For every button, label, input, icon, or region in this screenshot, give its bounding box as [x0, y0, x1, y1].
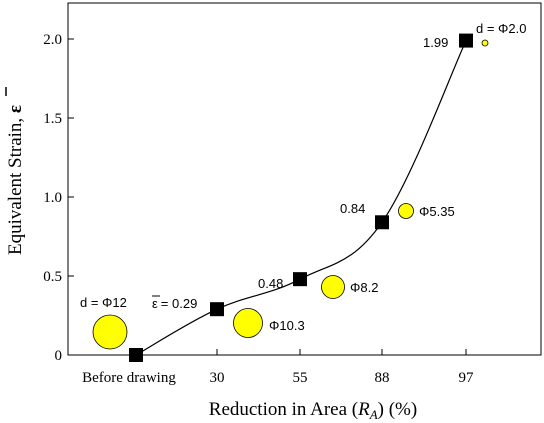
label-strain-199: 1.99: [423, 35, 448, 50]
y-tick-label: 0: [55, 348, 63, 364]
label-d12: d = Φ12: [80, 295, 127, 310]
wire-circle-d2-0: [481, 39, 489, 47]
wire-circle-d8-2: [321, 275, 345, 299]
x-axis-title-text: Reduction in Area (: [209, 399, 358, 420]
label-strain-symbol: ε: [152, 296, 158, 311]
wire-circle-d10-3: [233, 308, 263, 338]
label-d8-2: Φ8.2: [350, 280, 378, 295]
wire-circle-d12: [92, 314, 128, 350]
plot-frame: [67, 2, 542, 356]
marker-97: [459, 33, 473, 48]
wire-circle-d5-35: [398, 203, 414, 219]
y-ticks: [68, 38, 74, 356]
label-strain-048: 0.48: [258, 276, 283, 291]
y-axis-title: Equivalent Strain, ε: [5, 87, 26, 255]
marker-88: [375, 215, 389, 230]
x-axis-title-sub: A: [369, 407, 378, 422]
label-strain-value: = 0.29: [161, 296, 198, 311]
y-tick-labels: 0 0.5 1.0 1.5 2.0: [43, 32, 62, 364]
x-tick-label: 55: [293, 370, 308, 386]
x-tick-label: Before drawing: [82, 370, 176, 386]
y-axis-title-text: Equivalent Strain, ε: [5, 105, 26, 255]
label-strain-084: 0.84: [340, 201, 365, 216]
label-d10-3: Φ10.3: [269, 318, 305, 333]
x-ticks: [216, 349, 467, 355]
marker-55: [293, 272, 307, 287]
x-axis-title-tail: ) (%): [378, 399, 418, 420]
x-axis-title-var: R: [357, 399, 370, 420]
y-tick-label: 1.5: [43, 111, 62, 127]
y-axis-title-symbol: ε: [5, 105, 26, 113]
y-tick-label: 2.0: [43, 32, 62, 48]
x-axis-title: Reduction in Area (RA) (%): [209, 399, 417, 422]
x-tick-label: 97: [459, 370, 475, 386]
strain-curve: [135, 40, 467, 356]
y-tick-label: 1.0: [43, 190, 62, 206]
diameter-circles: [92, 39, 489, 350]
x-tick-label: 88: [375, 370, 390, 386]
label-strain-029: ε = 0.29: [152, 296, 197, 311]
marker-before-drawing: [129, 348, 143, 362]
y-axis-title-label: Equivalent Strain,: [5, 113, 26, 255]
x-tick-labels: Before drawing 30 55 88 97: [82, 370, 474, 386]
x-tick-label: 30: [210, 370, 225, 386]
data-labels: d = Φ12 ε = 0.29 0.48 0.84 1.99 Φ10.3 Φ8.…: [80, 21, 527, 333]
marker-30: [210, 302, 224, 317]
y-tick-label: 0.5: [43, 269, 62, 285]
data-markers: [129, 33, 473, 362]
label-d2-0: d = Φ2.0: [476, 21, 527, 36]
label-d5-35: Φ5.35: [419, 204, 455, 219]
